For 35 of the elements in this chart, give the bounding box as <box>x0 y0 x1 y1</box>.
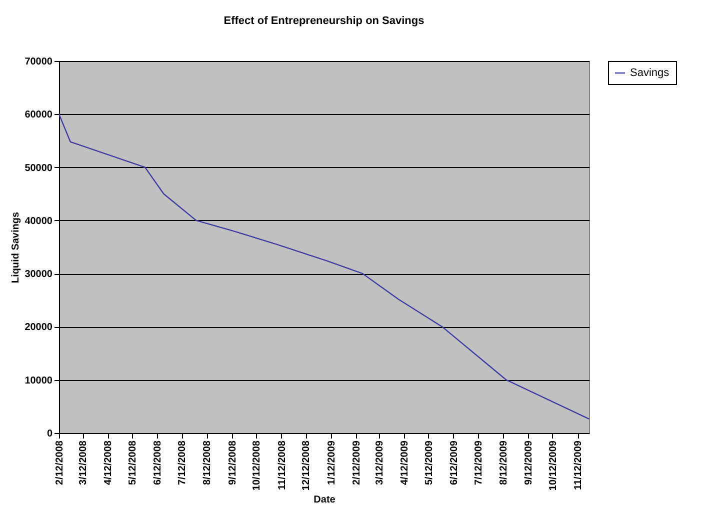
y-tick-label: 70000 <box>24 56 53 68</box>
x-tick-label: 3/12/2009 <box>374 440 386 485</box>
x-tick-label: 4/12/2009 <box>399 440 410 485</box>
x-axis-title: Date <box>314 494 336 506</box>
x-tick-label: 4/12/2008 <box>103 440 114 485</box>
y-tick-label: 60000 <box>24 110 53 121</box>
x-tick-label: 5/12/2009 <box>424 440 435 485</box>
y-tick-label: 10000 <box>24 375 53 386</box>
y-tick-label: 30000 <box>24 269 53 280</box>
legend-label: Savings <box>630 67 670 79</box>
x-tick-label: 10/12/2009 <box>548 440 559 491</box>
x-tick-label: 11/12/2008 <box>276 440 288 490</box>
x-tick-label: 8/12/2008 <box>202 440 214 485</box>
line-series <box>58 114 590 420</box>
y-tick-label: 50000 <box>24 162 53 174</box>
x-tick-label: 2/12/2008 <box>54 440 66 485</box>
x-tick-label: 5/12/2008 <box>128 440 139 485</box>
x-tick-label: 9/12/2008 <box>227 440 238 485</box>
y-tick-label: 40000 <box>24 216 53 227</box>
x-tick-label: 3/12/2008 <box>78 440 90 485</box>
x-tick-label: 2/12/2009 <box>352 440 363 485</box>
y-tick-label: 20000 <box>24 322 53 334</box>
x-tick-label: 8/12/2009 <box>498 440 510 485</box>
x-tick-label: 12/12/2008 <box>301 440 312 491</box>
y-tick-label: 0 <box>46 428 53 440</box>
x-tick-label: 7/12/2009 <box>473 440 484 485</box>
x-tick-label: 11/12/2009 <box>573 440 584 490</box>
x-tick-label: 6/12/2009 <box>448 440 460 485</box>
x-tick-label: 1/12/2009 <box>326 440 338 485</box>
x-tick-label: 10/12/2008 <box>252 440 263 491</box>
chart-title: Effect of Entrepreneurship on Savings <box>224 15 424 27</box>
x-tick-label: 7/12/2008 <box>177 440 188 485</box>
x-tick-label: 6/12/2008 <box>152 440 164 485</box>
y-axis-title: Liquid Savings <box>10 212 22 284</box>
x-tick-label: 9/12/2009 <box>524 440 535 485</box>
